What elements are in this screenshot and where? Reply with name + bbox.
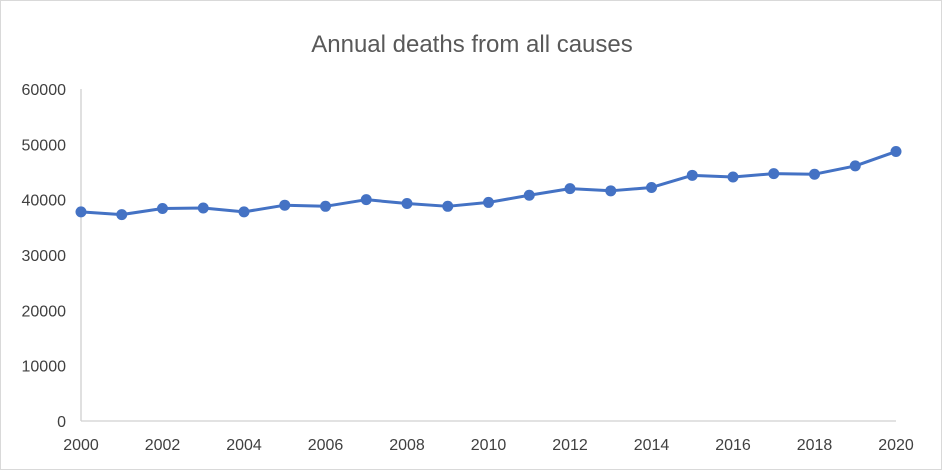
y-tick-label: 60000 [22,82,67,99]
data-point [523,189,535,201]
data-point [157,203,168,215]
y-tick-label: 40000 [22,193,67,210]
data-point [564,183,576,195]
x-tick-label: 2006 [308,437,344,454]
data-point [401,198,413,210]
data-point [768,168,780,180]
data-point [238,206,250,218]
x-tick-label: 2000 [63,437,99,454]
y-tick-label: 0 [57,414,66,431]
y-tick-label: 30000 [22,248,67,265]
data-point [483,196,494,208]
y-tick-label: 20000 [22,303,67,320]
data-point [809,168,820,180]
data-point [279,199,291,211]
data-point [890,146,902,158]
data-point [75,206,87,218]
x-tick-label: 2004 [226,437,262,454]
data-point [116,209,128,221]
data-point [686,169,698,181]
data-points [75,146,902,221]
data-point [197,202,209,214]
data-point [605,185,617,197]
data-point [727,171,739,183]
chart-title: Annual deaths from all causes [311,31,633,58]
x-tick-label: 2014 [634,437,670,454]
data-point [849,160,861,172]
y-tick-label: 10000 [22,359,67,376]
x-tick-label: 2010 [471,437,507,454]
data-point [442,200,454,212]
data-point [360,194,372,206]
y-tick-labels: 0 10000 20000 30000 40000 50000 60000 [22,82,67,431]
y-tick-label: 50000 [22,137,67,154]
x-tick-label: 2020 [878,437,914,454]
x-tick-label: 2008 [389,437,425,454]
x-tick-label: 2012 [552,437,588,454]
x-tick-label: 2018 [797,437,833,454]
x-tick-labels: 2000 2002 2004 2006 2008 2010 2012 2014 2016 2018… [63,437,914,454]
data-point [320,200,331,212]
x-tick-label: 2002 [145,437,181,454]
x-tick-label: 2016 [715,437,751,454]
data-point [646,181,657,193]
